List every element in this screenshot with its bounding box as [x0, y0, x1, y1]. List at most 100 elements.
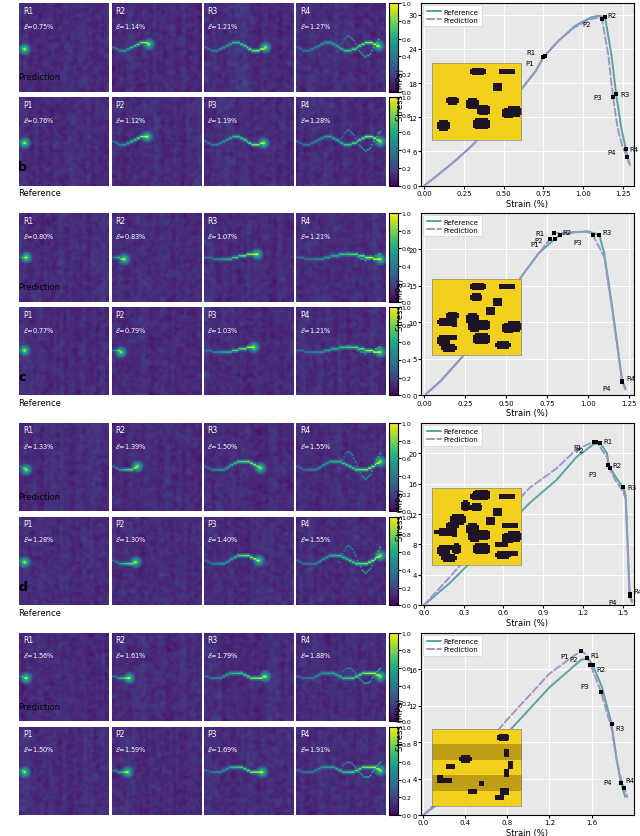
- Prediction: [619, 143, 627, 153]
- Prediction: [461, 767, 469, 777]
- Reference: [617, 778, 625, 788]
- Prediction: [420, 391, 428, 401]
- Reference: [625, 159, 633, 169]
- Prediction: [617, 773, 625, 783]
- Reference: [607, 719, 615, 729]
- Text: $\mathcal{E}$=1.19%: $\mathcal{E}$=1.19%: [207, 115, 239, 125]
- Reference: [621, 384, 629, 394]
- Prediction: [525, 691, 532, 701]
- Text: R2: R2: [596, 666, 606, 672]
- Reference: [546, 682, 554, 692]
- Reference: [584, 654, 591, 664]
- Text: $\mathcal{E}$=0.76%: $\mathcal{E}$=0.76%: [23, 115, 54, 125]
- Prediction: [607, 723, 615, 733]
- Reference: [556, 231, 564, 241]
- Text: P1: P1: [531, 242, 540, 247]
- Text: $\mathcal{E}$=1.39%: $\mathcal{E}$=1.39%: [115, 441, 147, 450]
- Text: R2: R2: [563, 230, 572, 236]
- Text: R2: R2: [612, 462, 621, 468]
- Text: $\mathcal{E}$=1.91%: $\mathcal{E}$=1.91%: [300, 744, 332, 753]
- Prediction: [547, 234, 554, 244]
- Prediction: [486, 318, 493, 328]
- Prediction: [452, 155, 460, 166]
- Prediction: [604, 452, 611, 462]
- Reference: [556, 36, 563, 46]
- Reference: [622, 491, 630, 501]
- Text: $\mathcal{E}$=0.77%: $\mathcal{E}$=0.77%: [23, 325, 54, 334]
- Prediction: [589, 231, 596, 241]
- Text: R4: R4: [630, 146, 639, 152]
- Text: P4: P4: [608, 150, 616, 155]
- X-axis label: Strain (%): Strain (%): [506, 619, 548, 628]
- Text: R1: R1: [603, 438, 612, 444]
- Text: P2: P2: [115, 100, 125, 110]
- Text: P3: P3: [573, 240, 582, 246]
- Reference: [571, 22, 579, 32]
- Prediction: [500, 511, 508, 521]
- Prediction: [500, 107, 508, 117]
- Text: Prediction: Prediction: [19, 73, 60, 82]
- Text: $\mathcal{E}$=1.28%: $\mathcal{E}$=1.28%: [300, 115, 332, 125]
- Reference: [504, 728, 511, 738]
- Reference: [486, 318, 493, 328]
- Text: Prediction: Prediction: [19, 701, 60, 711]
- Prediction: [484, 125, 492, 135]
- Text: P3: P3: [589, 472, 598, 477]
- Text: P2: P2: [115, 520, 125, 528]
- Text: R2: R2: [115, 426, 125, 435]
- Prediction: [468, 141, 476, 151]
- Text: P3: P3: [207, 729, 217, 738]
- Text: P4: P4: [300, 310, 309, 319]
- Reference: [440, 793, 448, 803]
- Reference: [590, 440, 598, 450]
- Prediction: [609, 93, 617, 103]
- Text: R1: R1: [527, 49, 536, 56]
- Text: $\mathcal{E}$=1.50%: $\mathcal{E}$=1.50%: [207, 441, 239, 450]
- Text: R4: R4: [300, 426, 310, 435]
- Prediction: [556, 36, 563, 46]
- Line: Prediction: Prediction: [423, 651, 627, 815]
- Text: P3: P3: [207, 310, 217, 319]
- Text: $\mathcal{E}$=1.03%: $\mathcal{E}$=1.03%: [207, 325, 239, 334]
- Reference: [628, 597, 636, 607]
- Prediction: [453, 358, 461, 368]
- Prediction: [606, 464, 614, 474]
- Reference: [612, 90, 620, 100]
- Prediction: [535, 249, 543, 259]
- Text: R3: R3: [627, 485, 636, 491]
- Reference: [502, 296, 510, 306]
- Text: R2: R2: [608, 13, 617, 18]
- Prediction: [620, 782, 628, 793]
- Text: $\mathcal{E}$=0.83%: $\mathcal{E}$=0.83%: [115, 232, 147, 241]
- Reference: [596, 439, 604, 449]
- Text: b: b: [19, 161, 27, 174]
- Reference: [613, 756, 621, 766]
- Text: Prediction: Prediction: [19, 283, 60, 292]
- Text: $\mathcal{E}$=0.75%: $\mathcal{E}$=0.75%: [23, 22, 54, 31]
- Prediction: [621, 385, 629, 395]
- Line: Reference: Reference: [424, 444, 632, 605]
- Text: P1: P1: [23, 520, 32, 528]
- Prediction: [590, 437, 598, 447]
- Reference: [598, 682, 606, 692]
- Prediction: [626, 591, 634, 601]
- Text: P3: P3: [593, 95, 602, 101]
- Text: Reference: Reference: [19, 189, 61, 198]
- Prediction: [541, 52, 548, 62]
- Prediction: [447, 572, 454, 582]
- Reference: [584, 227, 592, 237]
- Prediction: [584, 227, 592, 237]
- Prediction: [420, 181, 428, 191]
- Text: $\mathcal{E}$=1.07%: $\mathcal{E}$=1.07%: [207, 232, 239, 241]
- Text: R4: R4: [625, 777, 634, 783]
- Reference: [500, 525, 508, 535]
- Prediction: [611, 475, 619, 485]
- Reference: [525, 706, 532, 716]
- Y-axis label: Stress (MPa): Stress (MPa): [396, 698, 405, 750]
- Prediction: [604, 50, 612, 60]
- Prediction: [436, 169, 444, 179]
- Prediction: [628, 599, 636, 609]
- Reference: [461, 776, 469, 786]
- Reference: [473, 551, 481, 561]
- Prediction: [440, 790, 448, 800]
